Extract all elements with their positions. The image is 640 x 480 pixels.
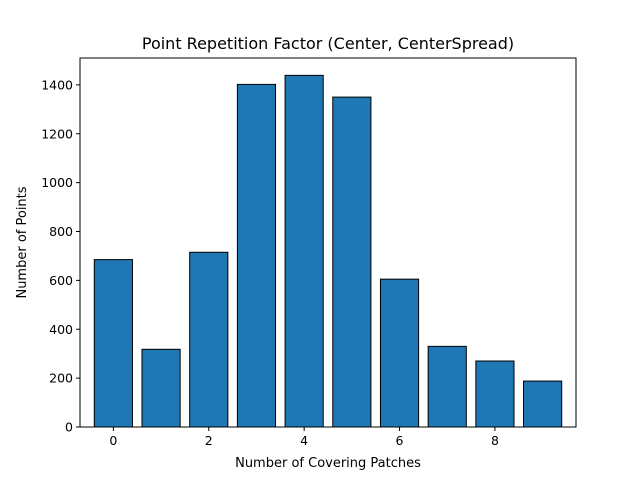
bar-2 [189, 251, 229, 428]
y-tick-label-0: 0 [65, 420, 73, 435]
bar-4 [284, 74, 324, 428]
x-tick-label-2: 2 [205, 433, 213, 448]
y-tick-label-1400: 1400 [41, 77, 73, 92]
x-axis: 0 2 4 6 8 [109, 427, 499, 448]
bar-8 [475, 360, 515, 428]
x-tick-label-6: 6 [396, 433, 404, 448]
bar-9 [523, 380, 563, 428]
bar-7 [427, 345, 467, 428]
bar-0 [93, 259, 133, 428]
bar-3 [236, 83, 277, 428]
y-axis-label: Number of Points [15, 186, 30, 298]
y-tick-label-200: 200 [49, 371, 73, 386]
y-tick-label-1000: 1000 [41, 175, 73, 190]
x-tick-label-8: 8 [491, 433, 499, 448]
x-axis-label: Number of Covering Patches [235, 456, 421, 471]
y-tick-label-800: 800 [49, 224, 73, 239]
bar-5 [332, 96, 372, 428]
y-tick-label-400: 400 [49, 322, 73, 337]
bar-1 [141, 348, 181, 428]
chart-title: Point Repetition Factor (Center, CenterS… [142, 34, 514, 53]
bars-group [93, 74, 563, 428]
bar-6 [379, 278, 420, 428]
plot-frame [79, 57, 577, 428]
y-tick-label-600: 600 [49, 273, 73, 288]
x-tick-label-0: 0 [109, 433, 117, 448]
x-tick-label-4: 4 [300, 433, 308, 448]
y-axis: 0 200 400 600 800 1000 1200 1400 [41, 77, 80, 435]
y-tick-label-1200: 1200 [41, 126, 73, 141]
